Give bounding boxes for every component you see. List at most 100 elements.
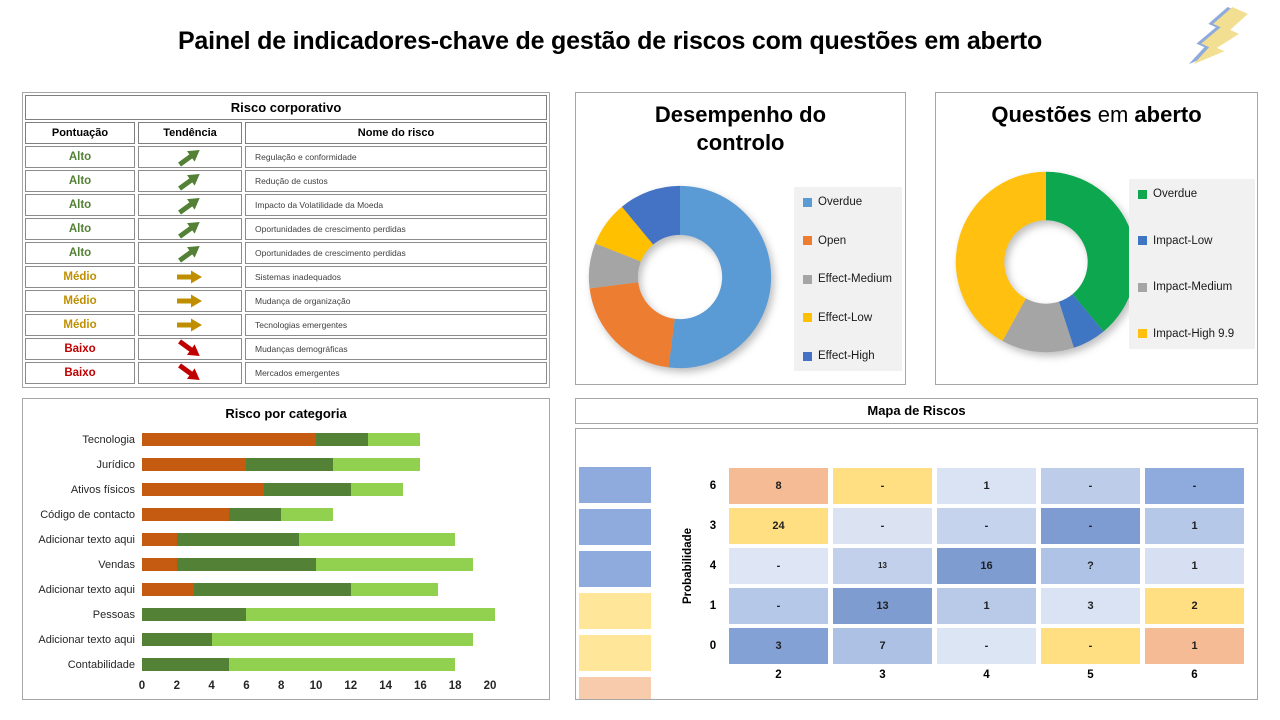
bar-track — [142, 608, 545, 621]
legend-item: Effect-High — [803, 350, 900, 362]
risk-by-category-bars: Tecnologia Jurídico Ativos físicos Código d… — [23, 427, 545, 677]
overdue-slice — [1046, 171, 1137, 332]
risk-name-cell: Impacto da Volatilidade da Moeda — [245, 194, 547, 216]
bar-category-label: Adicionar texto aqui — [38, 633, 135, 646]
table-row: Alto Oportunidades de crescimento perdida… — [25, 242, 547, 264]
effect-medium-slice — [588, 243, 641, 289]
risk-scale-swatch — [579, 635, 651, 671]
column-header-risk-name: Nome do risco — [245, 122, 547, 144]
heatmap-cell: 16 — [937, 548, 1036, 584]
bar-track — [142, 633, 545, 646]
risk-scale-swatch — [579, 593, 651, 629]
heatmap-cell: 1 — [937, 468, 1036, 504]
legend-item: Impact-Low — [1138, 235, 1253, 247]
trend-up-icon — [178, 173, 200, 191]
bar-row: Adicionar texto aqui — [23, 527, 545, 552]
risk-name-cell: Regulação e conformidade — [245, 146, 547, 168]
heatmap-cell: - — [1041, 628, 1140, 664]
risk-by-category-panel: Risco por categoria Tecnologia Jurídico At… — [22, 398, 550, 700]
risk-scale-swatch — [579, 509, 651, 545]
bar-segment — [142, 483, 264, 496]
risk-name-cell: Redução de custos — [245, 170, 547, 192]
bar-segment — [142, 508, 229, 521]
legend-label: Impact-Low — [1153, 234, 1213, 247]
control-performance-donut-chart — [588, 185, 772, 369]
table-row: Alto Impacto da Volatilidade da Moeda — [25, 194, 547, 216]
bar-category-label: Jurídico — [96, 458, 135, 471]
heatmap-row-label: 1 — [709, 600, 717, 612]
bar-segment — [211, 633, 473, 646]
score-cell: Baixo — [25, 338, 135, 360]
legend-swatch — [803, 236, 812, 245]
open-slice — [589, 282, 675, 368]
bar-row: Adicionar texto aqui — [23, 577, 545, 602]
table-row: Baixo Mudanças demográficas — [25, 338, 547, 360]
bar-track — [142, 433, 545, 446]
score-cell: Alto — [25, 218, 135, 240]
bar-row: Adicionar texto aqui — [23, 627, 545, 652]
legend-label: Open — [818, 234, 847, 247]
control-performance-legend: Overdue Open Effect-Medium Effect-Low Effect… — [794, 187, 902, 371]
risk-scale-swatch — [579, 677, 651, 699]
heatmap-cell: 2 — [1145, 588, 1244, 624]
x-axis-tick-label: 10 — [309, 680, 323, 692]
trend-cell — [138, 194, 242, 216]
title-word-bold: Questões — [991, 102, 1092, 127]
table-row: Alto Oportunidades de crescimento perdida… — [25, 218, 547, 240]
heatmap-cell: - — [1041, 468, 1140, 504]
trend-flat-icon — [177, 270, 202, 284]
heatmap-cell: ? — [1041, 548, 1140, 584]
bar-row: Tecnologia — [23, 427, 545, 452]
score-cell: Médio — [25, 314, 135, 336]
heatmap-row-label: 3 — [709, 520, 717, 532]
score-cell: Alto — [25, 146, 135, 168]
open-issues-title: Questões em aberto — [936, 101, 1257, 129]
table-row: Alto Regulação e conformidade — [25, 146, 547, 168]
column-header-score: Pontuação — [25, 122, 135, 144]
heatmap-cell: - — [729, 588, 828, 624]
trend-down-icon — [178, 339, 200, 357]
bar-segment — [142, 558, 177, 571]
heatmap-col-label: 6 — [1191, 669, 1198, 681]
bar-segment — [142, 608, 247, 621]
risk-name-cell: Mercados emergentes — [245, 362, 547, 384]
control-performance-panel: Desempenho do controlo Overdue Open Effect… — [575, 92, 906, 385]
corporate-risk-table-panel: Risco corporativo Pontuação Tendência No… — [22, 92, 550, 388]
risk-name-cell: Mudança de organização — [245, 290, 547, 312]
legend-swatch — [1138, 189, 1147, 199]
legend-label: Overdue — [1153, 188, 1198, 200]
trend-up-icon — [178, 149, 200, 167]
corporate-risk-table-rows: Alto Regulação e conformidade Alto Redução … — [25, 146, 547, 384]
risk-map-title: Mapa de Riscos — [575, 398, 1258, 424]
risk-map-y-axis-label: Probabilidade — [682, 527, 694, 605]
bar-segment — [142, 533, 177, 546]
open-issues-panel: Questões em aberto Overdue Impact-Low Impa… — [935, 92, 1258, 385]
bar-segment — [315, 558, 473, 571]
heatmap-cell: - — [1041, 508, 1140, 544]
bar-category-label: Vendas — [98, 558, 135, 571]
legend-label: Impact-Medium — [1153, 281, 1233, 294]
trend-flat-icon — [177, 318, 202, 332]
x-axis-tick-label: 8 — [277, 680, 285, 692]
score-cell: Médio — [25, 290, 135, 312]
heatmap-col-label: 5 — [1087, 669, 1094, 681]
trend-flat-icon — [177, 294, 202, 308]
bar-category-label: Pessoas — [92, 608, 135, 621]
heatmap-col-label: 3 — [879, 669, 886, 681]
bar-segment — [281, 508, 334, 521]
trend-cell — [138, 266, 242, 288]
heatmap-cell: 3 — [1041, 588, 1140, 624]
bar-track — [142, 533, 545, 546]
heatmap-cell: - — [937, 508, 1036, 544]
heatmap-cell: 24 — [729, 508, 828, 544]
trend-cell — [138, 314, 242, 336]
x-axis-tick-label: 2 — [173, 680, 180, 692]
score-cell: Médio — [25, 266, 135, 288]
trend-cell — [138, 242, 242, 264]
bar-segment — [142, 658, 229, 671]
overdue-slice — [668, 185, 772, 369]
corporate-risk-table-title: Risco corporativo — [25, 95, 547, 120]
legend-swatch — [1138, 282, 1147, 292]
heatmap-cell: 3 — [729, 628, 828, 664]
bar-segment — [316, 433, 369, 446]
